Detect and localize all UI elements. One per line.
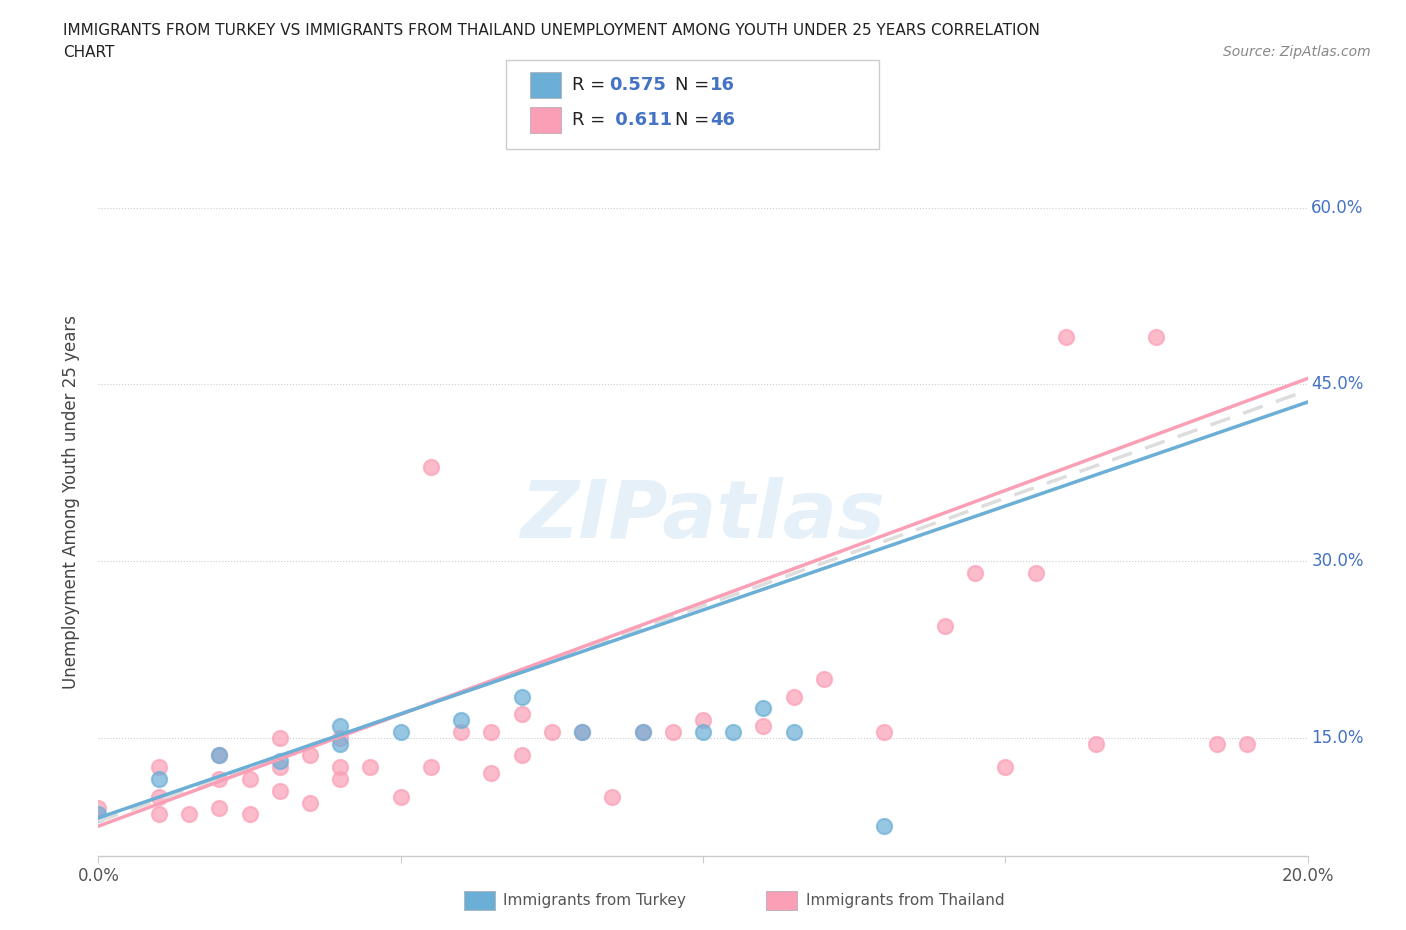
Point	[723, 724, 745, 739]
Point	[148, 790, 170, 804]
Text: 46: 46	[710, 112, 735, 129]
Point	[510, 748, 533, 763]
Point	[239, 807, 262, 822]
Text: 0.575: 0.575	[609, 76, 665, 94]
Point	[1206, 737, 1229, 751]
Text: 60.0%: 60.0%	[1312, 199, 1364, 217]
Point	[148, 772, 170, 787]
Point	[208, 772, 231, 787]
Point	[1054, 330, 1077, 345]
Text: 45.0%: 45.0%	[1312, 376, 1364, 393]
Point	[540, 724, 562, 739]
Text: ZIPatlas: ZIPatlas	[520, 477, 886, 555]
Point	[783, 689, 806, 704]
Point	[269, 783, 291, 798]
Point	[269, 730, 291, 745]
Point	[481, 765, 503, 780]
Point	[1144, 330, 1167, 345]
Point	[208, 748, 231, 763]
Text: 30.0%: 30.0%	[1312, 552, 1364, 570]
Text: Immigrants from Turkey: Immigrants from Turkey	[503, 893, 686, 908]
Point	[389, 724, 412, 739]
Point	[661, 724, 683, 739]
Point	[1024, 565, 1046, 580]
Point	[692, 712, 714, 727]
Point	[420, 760, 443, 775]
Point	[87, 801, 110, 816]
Text: Source: ZipAtlas.com: Source: ZipAtlas.com	[1223, 45, 1371, 59]
Point	[87, 807, 110, 822]
Point	[239, 772, 262, 787]
Point	[420, 459, 443, 474]
Point	[450, 712, 472, 727]
Point	[1085, 737, 1108, 751]
Point	[299, 795, 322, 810]
Point	[783, 724, 806, 739]
Text: R =: R =	[572, 76, 612, 94]
Text: N =: N =	[675, 112, 714, 129]
Text: 16: 16	[710, 76, 735, 94]
Point	[148, 760, 170, 775]
Text: 15.0%: 15.0%	[1312, 729, 1364, 747]
Text: N =: N =	[675, 76, 714, 94]
Point	[510, 689, 533, 704]
Point	[510, 707, 533, 722]
Text: R =: R =	[572, 112, 612, 129]
Point	[631, 724, 654, 739]
Point	[631, 724, 654, 739]
Point	[360, 760, 382, 775]
Point	[269, 760, 291, 775]
Point	[450, 724, 472, 739]
Point	[148, 807, 170, 822]
Point	[813, 671, 835, 686]
Point	[873, 724, 896, 739]
Point	[329, 730, 352, 745]
Point	[179, 807, 201, 822]
Point	[329, 737, 352, 751]
Point	[329, 719, 352, 734]
Point	[571, 724, 593, 739]
Point	[208, 801, 231, 816]
Point	[602, 790, 624, 804]
Text: CHART: CHART	[63, 45, 115, 60]
Point	[692, 724, 714, 739]
Point	[752, 719, 775, 734]
Point	[208, 748, 231, 763]
Point	[994, 760, 1017, 775]
Point	[752, 701, 775, 716]
Point	[299, 748, 322, 763]
Point	[269, 754, 291, 769]
Point	[934, 618, 956, 633]
Point	[329, 772, 352, 787]
Text: Immigrants from Thailand: Immigrants from Thailand	[806, 893, 1004, 908]
Point	[1236, 737, 1258, 751]
Text: 0.611: 0.611	[609, 112, 672, 129]
Y-axis label: Unemployment Among Youth under 25 years: Unemployment Among Youth under 25 years	[62, 315, 80, 689]
Point	[481, 724, 503, 739]
Point	[965, 565, 987, 580]
Text: IMMIGRANTS FROM TURKEY VS IMMIGRANTS FROM THAILAND UNEMPLOYMENT AMONG YOUTH UNDE: IMMIGRANTS FROM TURKEY VS IMMIGRANTS FRO…	[63, 23, 1040, 38]
Point	[389, 790, 412, 804]
Point	[329, 760, 352, 775]
Point	[571, 724, 593, 739]
Point	[873, 818, 896, 833]
